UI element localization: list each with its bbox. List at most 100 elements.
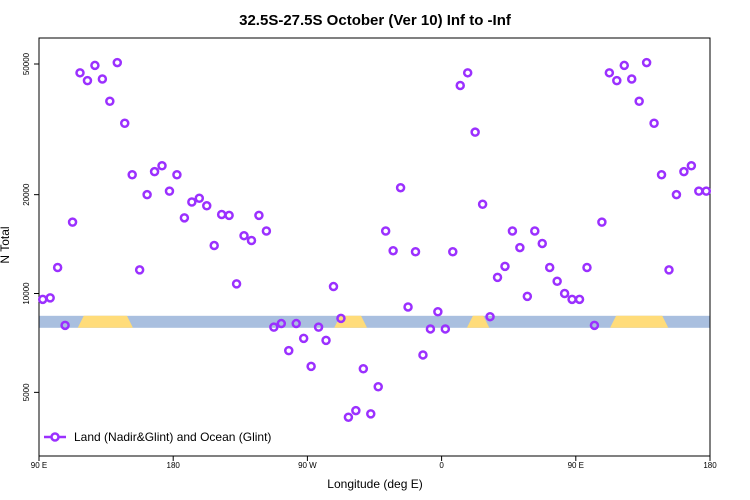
data-point [500,261,510,272]
data-point [276,318,287,329]
data-point [559,288,570,299]
data-point [604,68,615,78]
data-point [313,322,324,332]
data-point [60,320,70,331]
x-tick-label: 180 [167,461,181,470]
land-band-segment [77,315,133,328]
data-point [194,193,205,204]
data-point [291,318,301,329]
data-point [37,294,48,305]
data-point [231,279,242,289]
data-point [694,186,704,196]
data-point [477,199,488,210]
data-point [530,226,540,236]
data-point [209,240,219,251]
data-point [112,57,123,68]
data-point [336,313,346,324]
x-axis-label: Longitude (deg E) [327,477,422,491]
legend-label: Land (Nadir&Glint) and Ocean (Glint) [74,430,271,444]
data-point [157,160,167,171]
data-point [179,213,190,223]
data-point [224,210,234,221]
plot-area: 90 E 180 90 W 0 90 E 180 5000 10000 20000 50000 La… [22,37,717,470]
data-point [433,306,443,317]
data-point [45,293,55,303]
data-point [119,118,130,129]
land-band-segment [334,315,368,328]
data-point [373,382,383,392]
data-point [366,409,376,419]
data-point [321,335,331,346]
data-point [284,345,294,356]
data-point [679,166,689,177]
y-axis-label: N Total [0,226,12,263]
data-point [462,68,473,78]
data-point [306,361,316,372]
data-point [254,210,264,221]
data-point [612,75,622,86]
data-point [75,68,85,78]
data-point [641,57,652,68]
data-point [656,169,667,180]
data-point [239,230,249,241]
data-point [246,235,257,246]
data-point [164,186,175,196]
land-band-segment [466,315,490,328]
data-point [701,186,712,196]
data-point [172,169,182,180]
data-point [269,322,279,332]
data-point [634,96,644,107]
data-point [515,242,525,253]
data-point [67,217,78,227]
data-point [90,60,100,71]
data-point [492,272,503,283]
land-band-segment [610,315,669,328]
data-point [507,226,518,236]
data-point [298,333,309,344]
x-tick-label: 90 E [31,461,47,470]
data-point [485,311,495,322]
y-tick-label: 10000 [22,282,31,305]
data-point [582,262,592,273]
y-tick-label: 50000 [22,52,31,75]
chart-title: 32.5S-27.5S October (Ver 10) Inf to -Inf [239,12,512,29]
data-point [52,262,63,273]
data-point [380,226,391,236]
data-point [448,247,458,257]
data-point [552,276,562,286]
data-point [142,189,152,200]
data-point [440,324,451,334]
data-point [134,265,145,275]
data-point [574,294,585,305]
data-point [589,320,600,331]
data-point [425,324,436,334]
data-point [418,350,428,360]
data-point [97,74,108,84]
data-point [597,217,607,227]
plot-frame [38,37,711,457]
x-tick-label: 90 W [298,461,317,470]
data-point [82,75,93,86]
data-point [619,60,630,71]
data-point [470,127,480,137]
x-tick-label: 0 [439,461,444,470]
data-point [202,201,212,211]
data-point [127,169,137,180]
data-point [567,294,577,305]
y-tick-label: 5000 [22,383,31,401]
data-point [149,166,160,177]
data-point [664,265,674,275]
data-point [343,412,354,422]
data-point [187,197,197,207]
data-point [395,182,406,193]
data-point [649,118,659,129]
y-tick-label: 20000 [22,183,31,206]
data-point [455,80,465,91]
data-point [537,238,547,249]
data-point [544,262,555,273]
data-point [328,281,339,292]
data-point [403,302,413,312]
legend-marker [50,432,60,442]
data-point [626,74,637,84]
